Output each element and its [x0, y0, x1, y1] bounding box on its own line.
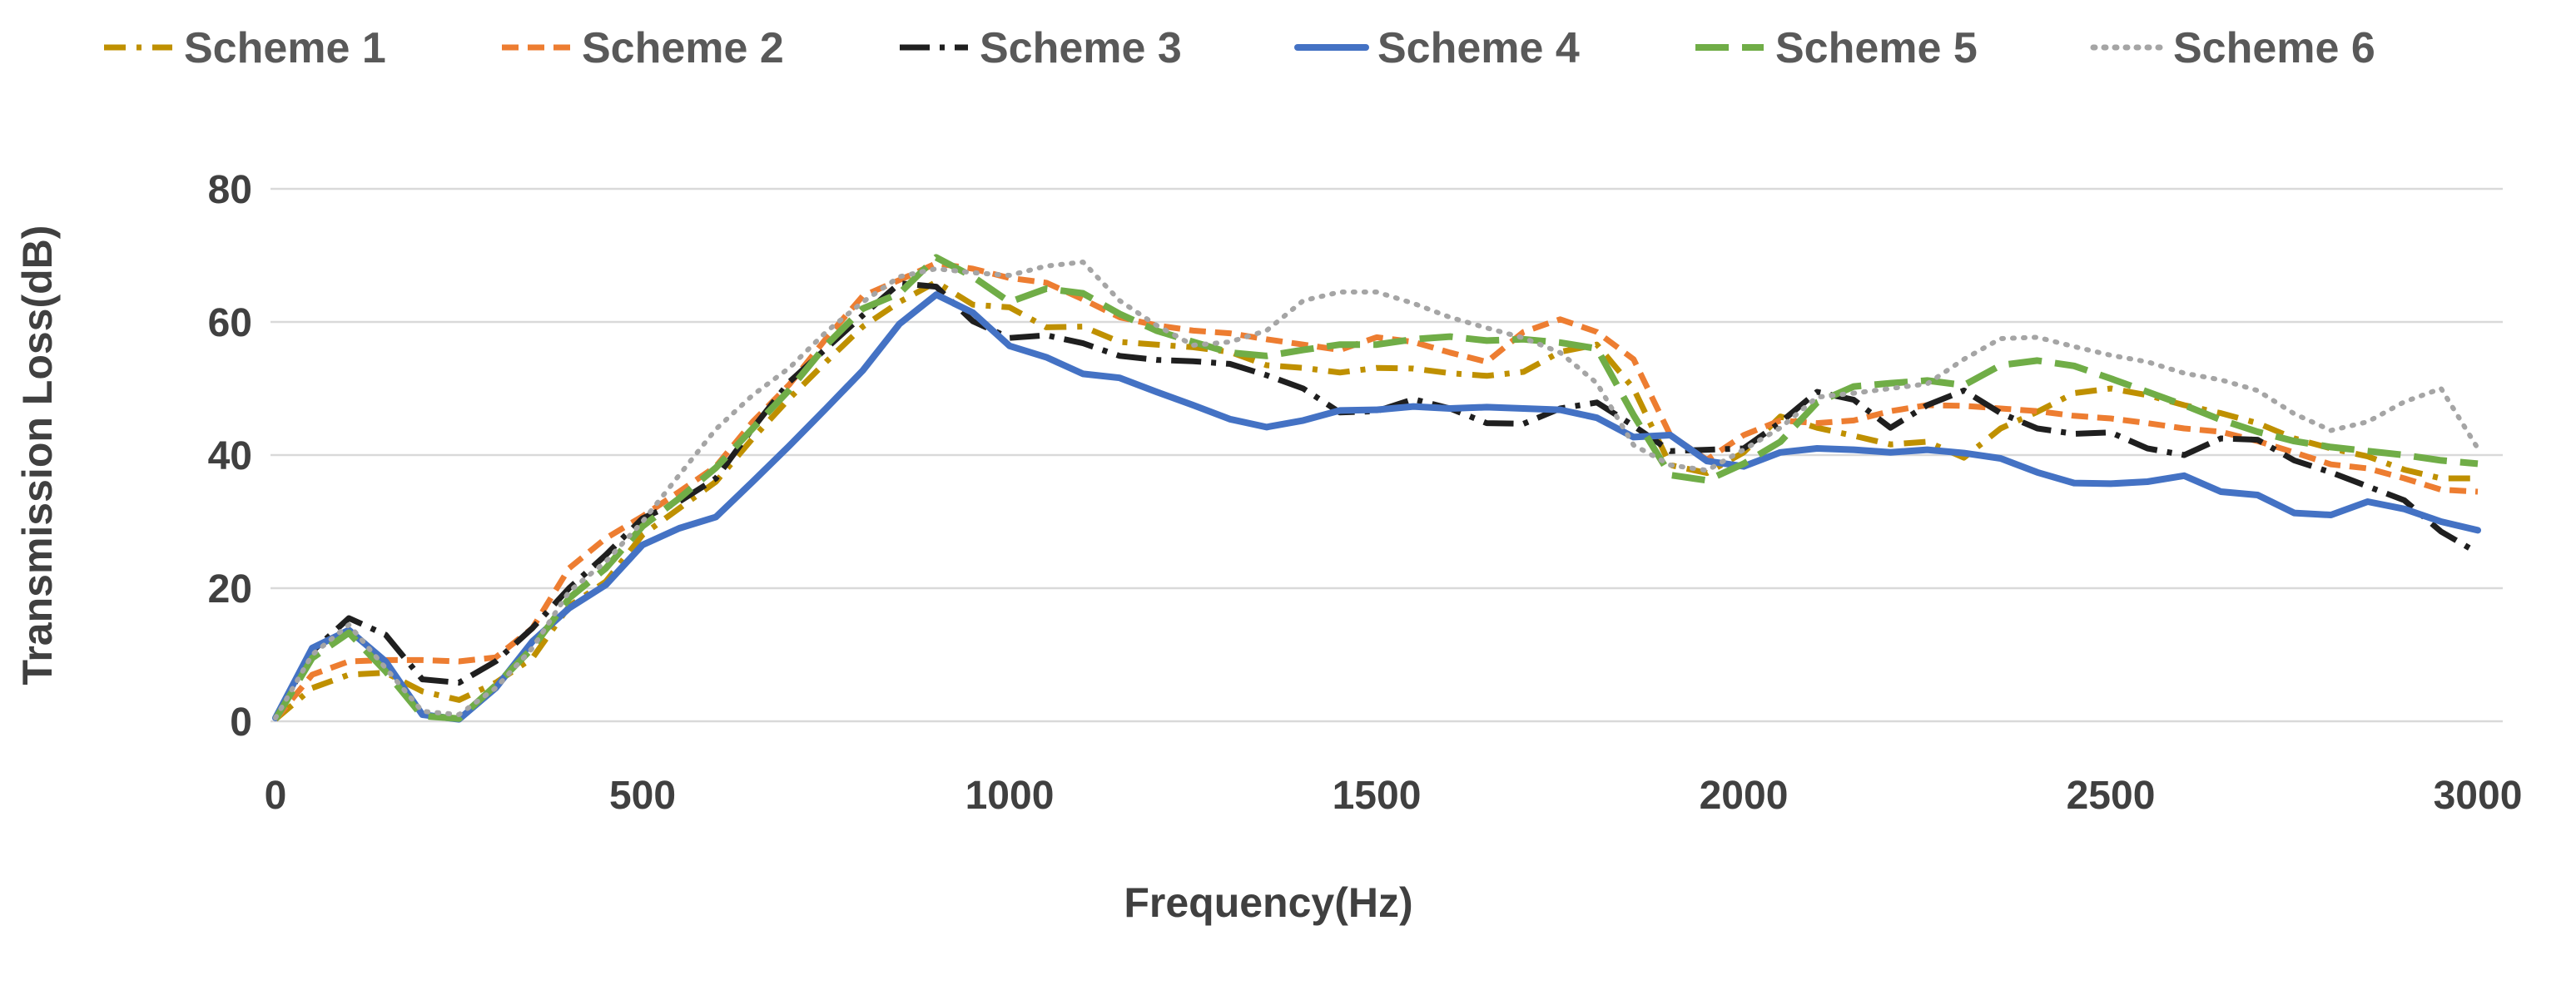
legend-item-scheme-4: Scheme 4 — [1294, 24, 1580, 72]
legend-item-scheme-3: Scheme 3 — [900, 24, 1182, 72]
y-tick-label-0: 0 — [230, 700, 252, 745]
y-tick-label-40: 40 — [208, 434, 252, 478]
legend-item-scheme-6: Scheme 6 — [2090, 24, 2375, 72]
series-line-scheme-3 — [272, 280, 2479, 720]
legend-label: Scheme 5 — [1775, 24, 1978, 72]
series-line-scheme-5 — [272, 254, 2479, 722]
legend-item-scheme-2: Scheme 2 — [502, 24, 784, 72]
legend-item-scheme-1: Scheme 1 — [104, 24, 386, 72]
legend-label: Scheme 1 — [184, 24, 386, 72]
x-tick-label-2500: 2500 — [2067, 774, 2156, 818]
series-line-scheme-2 — [273, 260, 2479, 721]
legend-label: Scheme 3 — [980, 24, 1182, 72]
gridlines — [271, 187, 2503, 723]
y-axis-tick-labels: 0 20 40 60 80 — [208, 168, 252, 745]
x-tick-label-500: 500 — [609, 774, 676, 818]
series-line-scheme-4 — [272, 291, 2481, 723]
y-tick-label-80: 80 — [208, 168, 252, 212]
legend-label: Scheme 2 — [582, 24, 784, 72]
legend-item-scheme-5: Scheme 5 — [1695, 24, 1978, 72]
y-axis-title: Transmission Loss(dB) — [14, 225, 61, 686]
series-lines — [272, 254, 2481, 723]
legend: Scheme 1 Scheme 2 Scheme 3 Scheme 4 Scheme 5… — [104, 24, 2375, 72]
x-axis-tick-labels: 0 500 1000 1500 2000 2500 3000 — [265, 774, 2523, 818]
x-tick-label-0: 0 — [265, 774, 287, 818]
x-axis-title: Frequency(Hz) — [1124, 879, 1412, 926]
x-tick-label-2000: 2000 — [1700, 774, 1789, 818]
series-line-scheme-1 — [273, 279, 2478, 722]
legend-label: Scheme 4 — [1377, 24, 1580, 72]
legend-label: Scheme 6 — [2173, 24, 2375, 72]
x-tick-label-1500: 1500 — [1333, 774, 1422, 818]
series-line-scheme-6 — [273, 260, 2480, 720]
y-tick-label-20: 20 — [208, 567, 252, 611]
x-tick-label-3000: 3000 — [2434, 774, 2523, 818]
y-tick-label-60: 60 — [208, 301, 252, 345]
x-tick-label-1000: 1000 — [965, 774, 1055, 818]
